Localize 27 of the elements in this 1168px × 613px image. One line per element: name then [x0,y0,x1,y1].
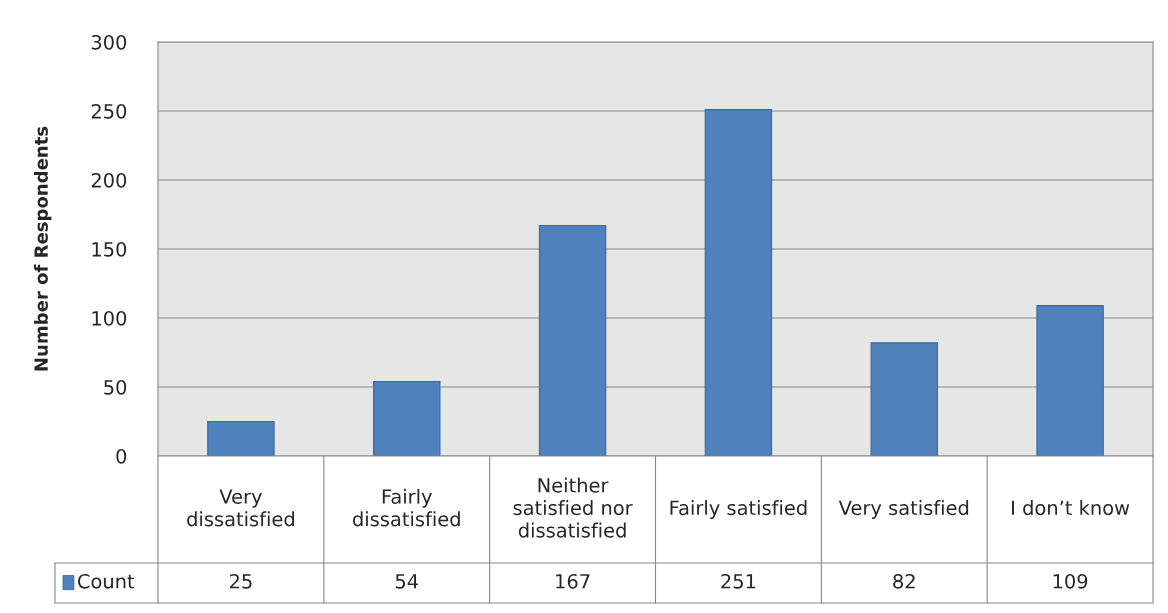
y-tick-label: 150 [92,241,127,257]
y-tick-label: 50 [104,379,127,395]
data-label: 82 [893,573,915,589]
x-tick-label: Fairly dissatisfied [353,488,460,527]
data-label: 109 [1053,573,1088,589]
y-tick-label: 300 [91,34,127,50]
bar [373,380,441,456]
bar [1036,305,1104,456]
y-tick-label: 100 [92,310,127,326]
y-tick-label: 200 [91,172,127,188]
data-label: 25 [229,573,252,589]
legend-label: Count [77,573,135,589]
data-label: 167 [556,573,590,589]
y-tick-label: 250 [91,103,127,119]
bar [207,420,275,456]
x-tick-label: I don’t know [1012,500,1130,516]
data-label: 251 [721,573,756,589]
x-tick-label: Very satisfied [838,500,969,519]
data-label: 54 [395,574,419,589]
x-tick-label: Fairly satisfied [670,500,807,519]
x-tick-label: Very dissatisfied [187,489,294,527]
y-tick-label: 0 [116,448,127,464]
bar [870,342,938,456]
bar [538,224,607,456]
x-tick-label: Neither satisfied nor dissatisfied [513,477,633,538]
y-axis-title: Number of Respondents [33,126,52,371]
bar [704,109,773,456]
